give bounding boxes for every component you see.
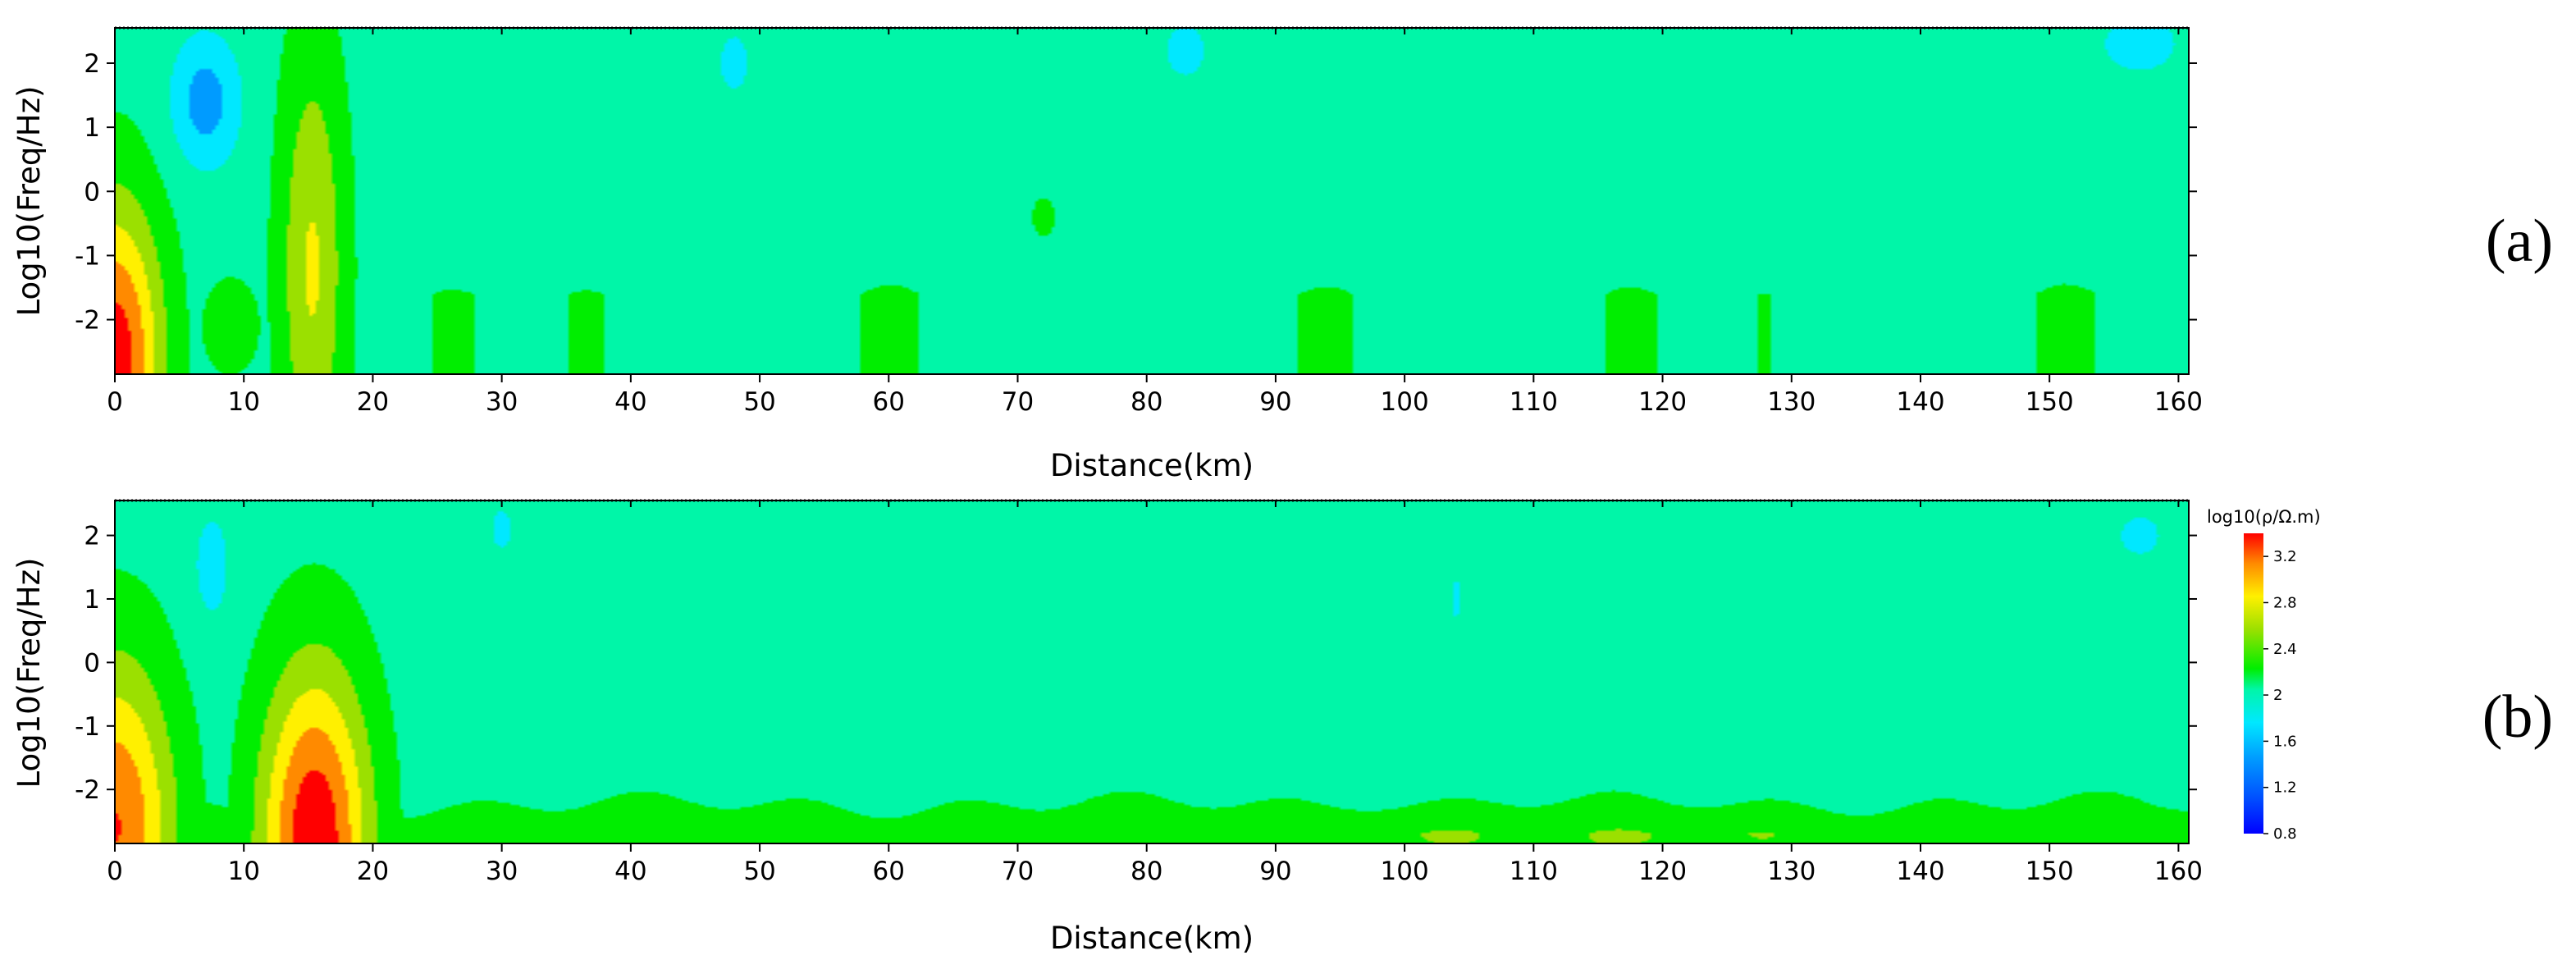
colorbar-ramp <box>2244 533 2263 834</box>
x-tick-label: 40 <box>614 857 646 886</box>
colorbar-tick-label: 2.8 <box>2273 594 2297 611</box>
y-tick-label: 1 <box>84 585 100 615</box>
x-tick-label: 110 <box>1510 387 1558 417</box>
y-tick-label: -1 <box>75 241 100 271</box>
colorbar-tick-label: 3.2 <box>2273 548 2297 565</box>
colorbar-tick-label: 0.8 <box>2273 825 2297 843</box>
panel-a-tag: (a) <box>2486 208 2553 275</box>
x-tick-label: 90 <box>1259 387 1291 417</box>
colorbar-title: log10(ρ/Ω.m) <box>2207 507 2321 527</box>
x-tick-label: 0 <box>107 857 123 886</box>
x-tick-label: 160 <box>2154 857 2203 886</box>
panel-b-frame <box>114 500 2190 844</box>
x-tick-label: 100 <box>1381 857 1429 886</box>
y-tick-label: 2 <box>84 49 100 79</box>
colorbar: log10(ρ/Ω.m) 3.2 2.8 2.4 2 1.6 1.2 0.8 <box>2207 507 2321 843</box>
y-tick-label: 2 <box>84 522 100 551</box>
x-tick-label: 70 <box>1002 387 1034 417</box>
colorbar-ticks: 3.2 2.8 2.4 2 1.6 1.2 0.8 <box>2263 548 2297 843</box>
panel-b-tag: (b) <box>2482 683 2553 751</box>
y-tick-label: -2 <box>75 306 100 336</box>
x-tick-label: 150 <box>2026 857 2074 886</box>
x-tick-label: 60 <box>873 387 905 417</box>
x-tick-label: 150 <box>2026 387 2074 417</box>
x-tick-label: 60 <box>873 857 905 886</box>
panel-b-xlabel: Distance(km) <box>1050 921 1254 956</box>
x-tick-label: 30 <box>486 387 518 417</box>
panel-a-x-ticks: 0 10 20 30 40 50 60 70 80 90 100 110 120 130 140 150 160 <box>107 28 2203 417</box>
panel-a-xlabel: Distance(km) <box>1050 448 1254 483</box>
x-tick-label: 0 <box>107 387 123 417</box>
panel-b-ylabel: Log10(Freq/Hz) <box>11 558 47 788</box>
panel-a-ylabel: Log10(Freq/Hz) <box>11 86 47 317</box>
y-tick-label: -2 <box>75 775 100 805</box>
x-tick-label: 80 <box>1130 857 1162 886</box>
x-tick-label: 80 <box>1130 387 1162 417</box>
panel-a-heatmap <box>115 28 2189 374</box>
y-tick-label: 0 <box>84 177 100 207</box>
x-tick-label: 120 <box>1638 387 1687 417</box>
x-tick-label: 50 <box>743 387 775 417</box>
panel-b-heatmap <box>115 500 2189 843</box>
y-tick-label: 1 <box>84 113 100 143</box>
x-tick-label: 20 <box>357 387 389 417</box>
x-tick-label: 140 <box>1896 387 1944 417</box>
x-tick-label: 110 <box>1510 857 1558 886</box>
y-tick-label: 0 <box>84 648 100 678</box>
x-tick-label: 70 <box>1002 857 1034 886</box>
x-tick-label: 10 <box>227 387 259 417</box>
panel-a-frame <box>114 27 2190 375</box>
panel-b-x-ticks: 0 10 20 30 40 50 60 70 80 90 100 110 120 130 140 150 160 <box>107 500 2203 886</box>
x-tick-label: 100 <box>1381 387 1429 417</box>
colorbar-tick-label: 1.2 <box>2273 779 2297 797</box>
x-tick-label: 40 <box>614 387 646 417</box>
x-tick-label: 120 <box>1638 857 1687 886</box>
x-tick-label: 160 <box>2154 387 2203 417</box>
colorbar-tick-label: 2 <box>2273 687 2282 704</box>
panel-b-y-ticks: 2 1 0 -1 -2 <box>75 522 2197 805</box>
panel-a: 0 10 20 30 40 50 60 70 80 90 100 110 120 130 140 150 160… <box>11 26 2553 483</box>
colorbar-tick-label: 2.4 <box>2273 641 2297 658</box>
x-tick-label: 20 <box>357 857 389 886</box>
x-tick-label: 30 <box>486 857 518 886</box>
x-tick-label: 10 <box>227 857 259 886</box>
x-tick-label: 50 <box>743 857 775 886</box>
x-tick-label: 90 <box>1259 857 1291 886</box>
x-tick-label: 130 <box>1767 387 1816 417</box>
x-tick-label: 130 <box>1767 857 1816 886</box>
y-tick-label: -1 <box>75 712 100 742</box>
x-tick-label: 140 <box>1896 857 1944 886</box>
colorbar-tick-label: 1.6 <box>2273 733 2297 750</box>
panel-a-y-ticks: 2 1 0 -1 -2 <box>75 49 2197 336</box>
panel-b: 0 10 20 30 40 50 60 70 80 90 100 110 120 130 140 150 160… <box>11 499 2553 956</box>
